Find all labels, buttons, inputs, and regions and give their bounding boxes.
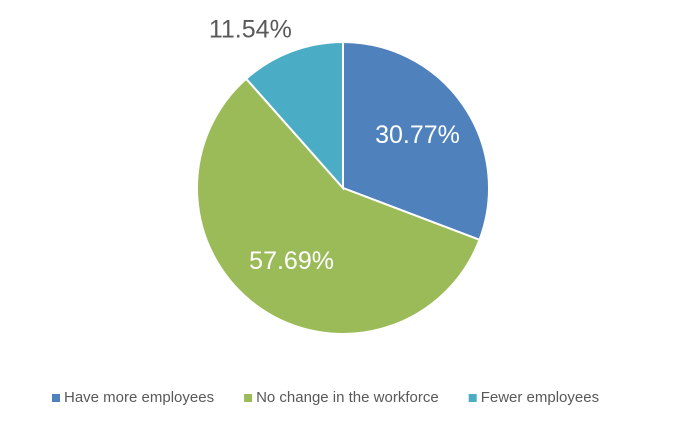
data-label: 30.77%: [375, 121, 460, 149]
legend-swatch: [52, 394, 60, 402]
legend-label: No change in the workforce: [256, 389, 439, 406]
legend-label: Have more employees: [64, 389, 214, 406]
data-label: 57.69%: [249, 247, 334, 275]
legend-swatch: [244, 394, 253, 402]
legend-swatch: [468, 394, 477, 402]
pie-slice: [196, 77, 481, 335]
legend-label: Fewer employees: [481, 389, 599, 406]
data-label: 11.54%: [209, 15, 292, 43]
pie-slice: [342, 40, 490, 242]
pie-slice: [244, 40, 344, 191]
